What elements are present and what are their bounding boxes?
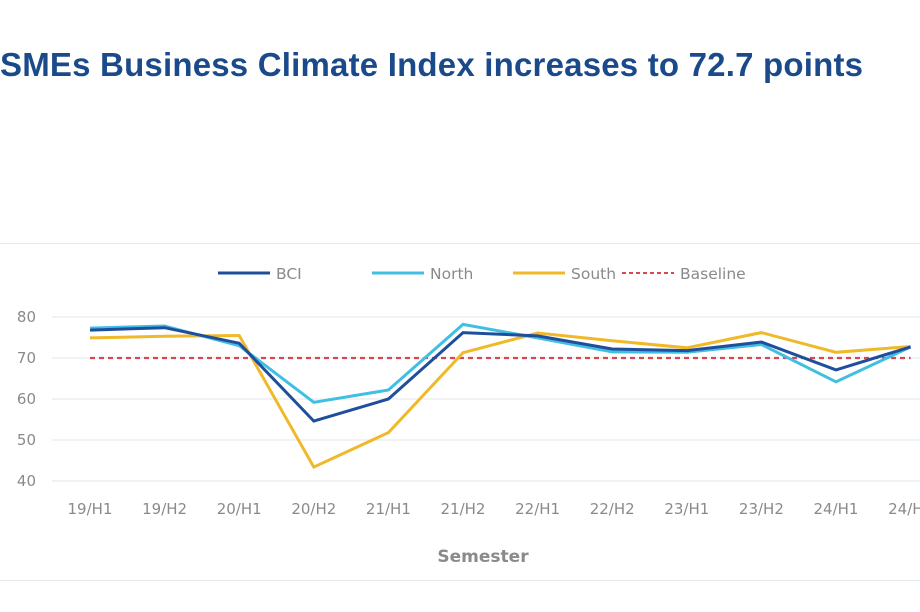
x-tick-label: 23/H2 [739, 500, 784, 518]
x-tick-label: 23/H1 [664, 500, 709, 518]
y-tick-label: 60 [17, 390, 36, 408]
x-tick-label: 24/H1 [814, 500, 859, 518]
legend-item-north: North [372, 265, 473, 283]
series-line-south [89, 331, 911, 470]
legend: BCI North South Baseline [218, 265, 746, 283]
series-line-north [89, 322, 912, 404]
legend-label-north: North [430, 265, 473, 283]
x-tick-label: 22/H1 [515, 500, 560, 518]
x-axis-ticks: 19/H1 19/H2 20/H1 20/H2 21/H1 21/H2 22/H1 22/H2… [68, 500, 920, 518]
y-tick-label: 40 [17, 472, 36, 490]
x-tick-label: 19/H2 [142, 500, 187, 518]
legend-label-baseline: Baseline [680, 265, 746, 283]
gridlines [52, 316, 920, 482]
y-tick-label: 70 [17, 349, 36, 367]
chart-container [0, 243, 920, 581]
legend-label-bci: BCI [276, 265, 302, 283]
legend-item-south: South [513, 265, 616, 283]
x-tick-label: 20/H2 [291, 500, 336, 518]
x-tick-label: 21/H2 [441, 500, 486, 518]
x-axis-title: Semester [437, 547, 529, 567]
legend-item-bci: BCI [218, 265, 302, 283]
legend-label-south: South [571, 265, 616, 283]
legend-item-baseline: Baseline [622, 265, 746, 283]
series-lines [89, 322, 912, 470]
y-tick-label: 80 [17, 308, 36, 326]
y-axis-ticks: 40 50 60 70 80 [17, 308, 36, 490]
page-title: SMEs Business Climate Index increases to… [0, 46, 864, 83]
series-line-bci [89, 326, 912, 423]
x-tick-label: 19/H1 [68, 500, 113, 518]
x-tick-label: 22/H2 [590, 500, 635, 518]
x-tick-label: 24/H2 [888, 500, 920, 518]
x-tick-label: 20/H1 [217, 500, 262, 518]
y-tick-label: 50 [17, 431, 36, 449]
x-tick-label: 21/H1 [366, 500, 411, 518]
